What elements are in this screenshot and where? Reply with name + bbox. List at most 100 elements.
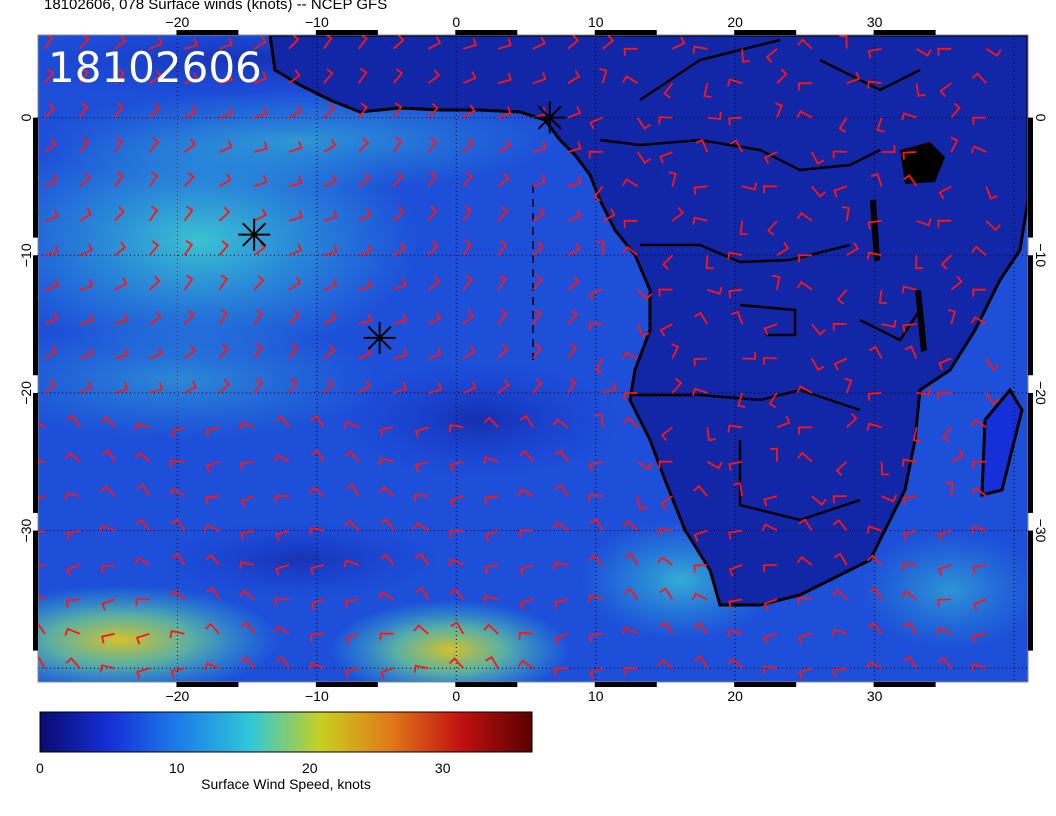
wind-barb [114, 312, 129, 325]
wind-barb [253, 377, 264, 394]
wind-barb [517, 488, 534, 497]
wind-barb [693, 564, 708, 573]
wind-barb [596, 241, 605, 256]
wind-barb [867, 80, 882, 89]
wind-barb [392, 68, 404, 84]
wind-barb [310, 449, 325, 463]
wind-barb [658, 288, 673, 297]
datetime-stamp: 18102606 [48, 43, 262, 92]
wind-barb [323, 278, 338, 291]
wind-barb [835, 461, 848, 477]
wind-barb [811, 185, 826, 198]
wind-barb [358, 244, 373, 257]
wind-barb [323, 244, 338, 257]
wind-barb [100, 416, 116, 428]
wind-barb [636, 151, 652, 165]
wind-barb [44, 138, 57, 153]
wind-barb [323, 378, 335, 394]
wind-barb [902, 151, 917, 160]
wind-barb [776, 68, 788, 84]
lon-tick-label: 10 [588, 688, 604, 704]
tick-bar-right [1028, 117, 1033, 238]
wind-barb [65, 657, 81, 669]
wind-barb [497, 206, 509, 222]
wind-barb [462, 381, 477, 394]
wind-barb [622, 75, 639, 84]
wind-barb [727, 251, 743, 260]
wind-barb [288, 35, 300, 50]
colorbar-label: 10 [168, 760, 185, 776]
wind-barb [79, 172, 91, 188]
wind-barb [902, 529, 917, 541]
wind-barb [218, 206, 231, 222]
africa-landmass [268, 35, 1028, 607]
wind-barb [184, 38, 199, 50]
wind-barb [253, 71, 268, 85]
wind-barb [323, 103, 335, 119]
wind-barb [774, 102, 783, 118]
wind-barb [660, 426, 673, 442]
wind-barb [483, 594, 499, 604]
wind-barb [942, 426, 953, 443]
wind-barb [739, 220, 748, 236]
wind-barb [552, 418, 569, 429]
wind-barb [344, 667, 359, 678]
wind-barb [497, 139, 511, 153]
wind-barb [66, 414, 81, 428]
wind-barb [288, 243, 303, 257]
wind-barb [881, 319, 897, 328]
tick-bar-left [33, 530, 38, 651]
wind-barb [972, 288, 987, 297]
wind-barb [970, 145, 987, 154]
wind-barb [836, 289, 848, 305]
wind-barb [811, 323, 826, 336]
wind-barb [114, 348, 129, 360]
wind-barb [414, 426, 429, 439]
wind-barb [811, 151, 825, 165]
wind-barb [623, 392, 638, 401]
wind-barbs [38, 35, 1002, 680]
wind-barb [309, 527, 324, 536]
wind-barb [169, 630, 185, 639]
wind-barb [378, 591, 395, 601]
wind-barb [728, 598, 743, 609]
tick-bar-bottom [873, 682, 936, 687]
wind-barb [462, 104, 476, 119]
tick-bar-top [315, 30, 378, 35]
lon-tick-label: 0 [452, 688, 460, 704]
graticule [38, 35, 1028, 682]
lon-tick-label: 20 [727, 14, 743, 30]
lat-ticks-left: 0 −10 −20 −30 [18, 113, 34, 542]
wind-barb [203, 662, 220, 671]
wind-barb [878, 289, 887, 305]
wind-barb [462, 171, 473, 187]
wind-barb [776, 241, 790, 257]
wind-barb [727, 629, 743, 638]
map-area: 18102606 [38, 35, 1028, 682]
wind-barb [358, 137, 370, 153]
wind-barb [378, 457, 394, 466]
wind-barb [901, 112, 917, 121]
wind-barb [839, 35, 848, 49]
lon-tick-label: 30 [867, 688, 883, 704]
wind-barb [553, 667, 568, 677]
wind-barb [841, 206, 850, 221]
wind-barb [448, 657, 464, 669]
wind-barb [844, 377, 853, 394]
wind-barb [532, 141, 547, 153]
wind-barb [532, 343, 542, 360]
wind-barb [588, 554, 604, 566]
wind-barb [427, 69, 441, 84]
wind-barb [870, 172, 883, 187]
wind-barb [148, 103, 161, 119]
wind-barb [240, 656, 255, 669]
storm-marker [238, 218, 271, 251]
wind-barb [703, 82, 712, 99]
wind-barb [413, 521, 429, 532]
wind-barb [135, 632, 150, 645]
wind-barb [379, 426, 394, 437]
wind-barb [659, 151, 673, 164]
wind-barb [869, 345, 883, 359]
wind-barb [636, 323, 650, 338]
wind-barb [588, 150, 603, 159]
